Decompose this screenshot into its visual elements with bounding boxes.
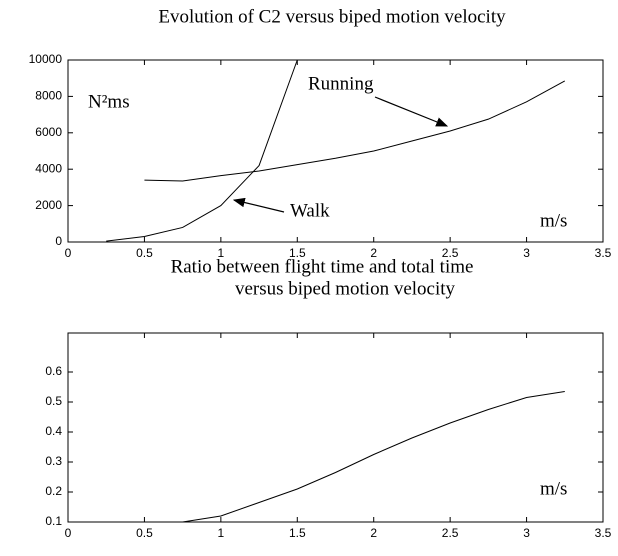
x-tick-label: 3.5 — [595, 246, 612, 260]
y-tick-label: 0.4 — [45, 424, 62, 438]
plot-frame — [67, 332, 604, 523]
chart-title: Ratio between flight time and total time — [171, 256, 474, 277]
x-tick-label: 0.5 — [136, 246, 153, 260]
x-tick-label: 3 — [523, 526, 530, 540]
x-tick-label: 2.5 — [442, 246, 459, 260]
y-tick-label: 0.5 — [45, 394, 62, 408]
x-tick-label: 2.5 — [442, 526, 459, 540]
x-tick-label: 0 — [65, 526, 72, 540]
chart-title: Evolution of C2 versus biped motion velo… — [158, 6, 506, 27]
data-line — [182, 391, 565, 523]
annotation: Running — [308, 73, 374, 94]
annotation: N²ms — [88, 91, 130, 112]
arrow — [374, 96, 449, 127]
chart-subtitle: versus biped motion velocity — [235, 278, 456, 299]
plot-frame — [67, 59, 604, 243]
y-tick-label: 0.6 — [45, 364, 62, 378]
y-tick-label: 0.1 — [45, 514, 62, 528]
x-tick-label: 2 — [370, 526, 377, 540]
annotation: Walk — [290, 200, 330, 221]
arrow — [232, 197, 285, 213]
y-tick-label: 0.3 — [45, 454, 62, 468]
y-tick-label: 8000 — [35, 89, 62, 103]
annotation: m/s — [540, 210, 567, 231]
x-tick-label: 1.5 — [289, 246, 306, 260]
x-tick-label: 3 — [523, 246, 530, 260]
y-tick-label: 0.2 — [45, 484, 62, 498]
x-tick-label: 1 — [218, 246, 225, 260]
y-tick-label: 10000 — [29, 52, 63, 66]
x-tick-label: 1 — [218, 526, 225, 540]
data-line — [106, 59, 298, 242]
x-tick-label: 0 — [65, 246, 72, 260]
data-line — [144, 80, 566, 182]
x-tick-label: 3.5 — [595, 526, 612, 540]
x-tick-label: 2 — [370, 246, 377, 260]
y-tick-label: 6000 — [35, 125, 62, 139]
x-tick-label: 1.5 — [289, 526, 306, 540]
annotation: m/s — [540, 478, 567, 499]
y-tick-label: 4000 — [35, 161, 62, 175]
y-tick-label: 2000 — [35, 198, 62, 212]
x-tick-label: 0.5 — [136, 526, 153, 540]
y-tick-label: 0 — [55, 234, 62, 248]
